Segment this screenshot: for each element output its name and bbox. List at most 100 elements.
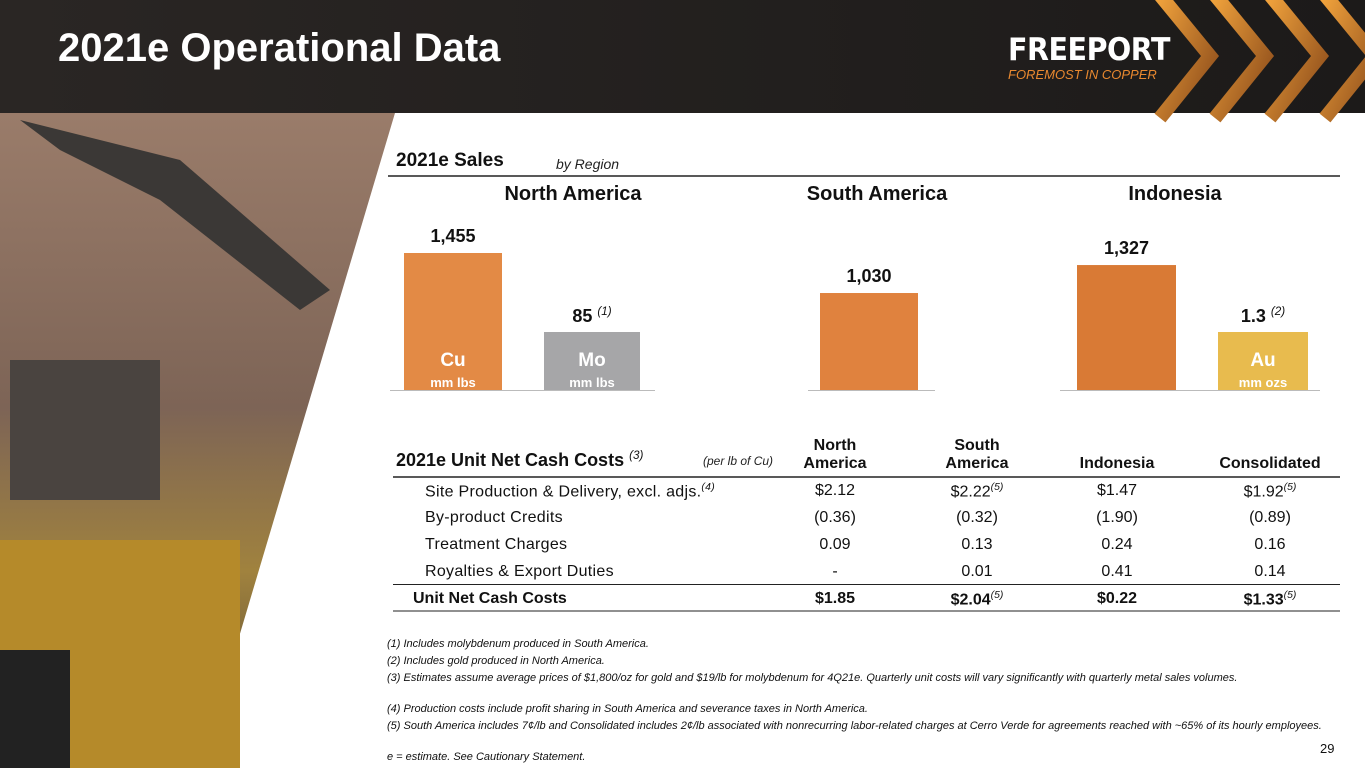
cell: $2.04(5) xyxy=(917,590,1037,609)
cell-value: 0.41 xyxy=(1101,563,1133,580)
row-label: By-product Credits xyxy=(425,509,563,527)
total-label: Unit Net Cash Costs xyxy=(413,590,567,607)
logo: FREEPORT xyxy=(1008,32,1171,68)
shovel-boom xyxy=(20,120,330,310)
cell-value: $2.22 xyxy=(950,483,991,501)
cell-value: (0.36) xyxy=(814,509,856,526)
footnote-ref: (5) xyxy=(990,482,1004,493)
tagline: FOREMOST IN COPPER xyxy=(1008,67,1157,82)
cell-value: (0.89) xyxy=(1249,509,1291,526)
cell: 0.09 xyxy=(775,536,895,554)
truck-wheel xyxy=(0,650,70,768)
cell: 0.01 xyxy=(917,563,1037,581)
cell: $0.22 xyxy=(1057,590,1177,608)
row-label: Site Production & Delivery, excl. adjs.(… xyxy=(425,482,715,501)
footnote: (3) Estimates assume average prices of $… xyxy=(387,672,1238,684)
metal-label: Au xyxy=(1250,350,1276,371)
bar xyxy=(820,293,918,390)
unit-label: mm lbs xyxy=(430,375,476,390)
unit-label: mm lbs xyxy=(569,375,615,390)
unit-label: mm ozs xyxy=(1238,375,1288,390)
cell-value: $1.33 xyxy=(1243,591,1284,609)
footnote-ref: (5) xyxy=(1283,482,1297,493)
cell: (0.89) xyxy=(1210,509,1330,527)
cell: (1.90) xyxy=(1057,509,1177,527)
cell: 0.14 xyxy=(1210,563,1330,581)
cell-value: (1.90) xyxy=(1096,509,1138,526)
column-header: Consolidated xyxy=(1219,455,1321,472)
footnote-ref: (5) xyxy=(1283,590,1297,601)
cell-value: 0.13 xyxy=(961,536,993,553)
footnote-ref: (1) xyxy=(597,305,612,318)
table-title: 2021e Unit Net Cash Costs (3) xyxy=(396,449,643,471)
cell: $2.22(5) xyxy=(917,482,1037,501)
bar xyxy=(404,253,502,390)
page-number: 29 xyxy=(1320,741,1335,756)
chart-subtitle: by Region xyxy=(556,156,620,172)
bar xyxy=(1218,332,1308,390)
cell-value: 0.01 xyxy=(961,563,993,580)
footnote: e = estimate. See Cautionary Statement. xyxy=(387,751,586,763)
column-header: Indonesia xyxy=(1079,455,1155,472)
cell: $1.47 xyxy=(1057,482,1177,500)
cell-value: $1.85 xyxy=(814,590,856,607)
table-unit: (per lb of Cu) xyxy=(703,454,774,468)
table-title-text: 2021e Unit Net Cash Costs xyxy=(396,450,625,470)
value: 1.3 xyxy=(1240,306,1266,326)
cell: 0.24 xyxy=(1057,536,1177,554)
cell-value: 0.09 xyxy=(819,536,851,553)
region-label: South America xyxy=(806,183,948,205)
cell-value: $2.04 xyxy=(950,591,991,609)
value-label: 1,030 xyxy=(820,266,918,287)
cell-value: $2.12 xyxy=(814,482,856,499)
header-band xyxy=(0,0,1365,113)
footnote: (2) Includes gold produced in North Amer… xyxy=(387,655,605,667)
cell-value: $1.92 xyxy=(1243,483,1284,501)
region-label: Indonesia xyxy=(1128,183,1222,205)
cell-value: (0.32) xyxy=(956,509,998,526)
footnote: (4) Production costs include profit shar… xyxy=(387,703,868,715)
cell: (0.36) xyxy=(775,509,895,527)
row-label-text: By-product Credits xyxy=(425,509,563,526)
cell-value: 0.16 xyxy=(1254,536,1286,553)
region-label: North America xyxy=(504,183,642,205)
cell-value: 0.14 xyxy=(1254,563,1286,580)
cell-value: $1.47 xyxy=(1096,482,1138,499)
cell-value: 0.24 xyxy=(1101,536,1133,553)
footnote-ref: (3) xyxy=(629,449,644,462)
slide-title: 2021e Operational Data xyxy=(58,26,501,70)
footnote-ref: (2) xyxy=(1270,305,1286,318)
bar xyxy=(544,332,640,390)
value: 1,327 xyxy=(1103,238,1150,259)
row-label: Royalties & Export Duties xyxy=(425,563,614,581)
value-label: 85 (1) xyxy=(544,305,640,327)
cell: - xyxy=(775,563,895,581)
value-label: 1,327 xyxy=(1077,238,1176,259)
shovel-bucket xyxy=(10,360,160,500)
row-label-text: Site Production & Delivery, excl. adjs. xyxy=(425,483,702,501)
value-label: 1,455 xyxy=(404,226,502,247)
cell: 0.13 xyxy=(917,536,1037,554)
footnote: (1) Includes molybdenum produced in Sout… xyxy=(387,638,649,650)
cell: $1.33(5) xyxy=(1210,590,1330,609)
value: 1,455 xyxy=(430,226,476,246)
cell: $1.85 xyxy=(775,590,895,608)
metal-label: Cu xyxy=(440,350,466,371)
cell: $2.12 xyxy=(775,482,895,500)
cell-value: - xyxy=(832,563,838,580)
row-label-text: Treatment Charges xyxy=(425,536,568,553)
cell: 0.16 xyxy=(1210,536,1330,554)
row-label: Treatment Charges xyxy=(425,536,567,554)
bar xyxy=(1077,265,1176,390)
metal-label: Mo xyxy=(578,350,606,371)
value: 85 xyxy=(572,306,593,326)
column-header: South America xyxy=(945,437,1009,472)
column-header: North America xyxy=(803,437,867,472)
cell: 0.41 xyxy=(1057,563,1177,581)
footnote-ref: (4) xyxy=(701,482,716,493)
cell: (0.32) xyxy=(917,509,1037,527)
cell: $1.92(5) xyxy=(1210,482,1330,501)
